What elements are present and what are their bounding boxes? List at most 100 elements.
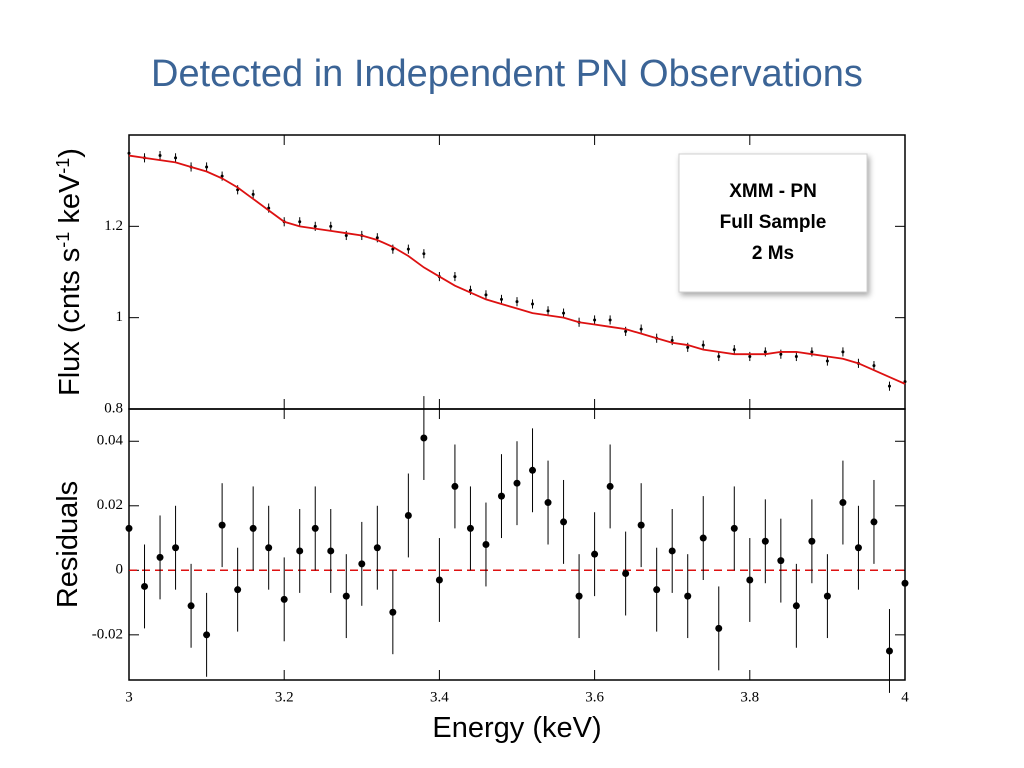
data-point [125, 524, 133, 532]
data-point [763, 350, 767, 354]
data-point [375, 236, 379, 240]
data-point [531, 302, 535, 306]
data-point [329, 224, 333, 228]
y-tick-label: 0.04 [97, 433, 124, 449]
data-point [823, 592, 831, 600]
data-point [653, 586, 661, 594]
data-point [701, 343, 705, 347]
y-axis-title-part: keV [54, 173, 86, 232]
data-point [296, 547, 304, 555]
x-tick-label: 4 [901, 689, 909, 705]
data-point [761, 537, 769, 545]
data-point [544, 499, 552, 507]
data-point [639, 327, 643, 331]
y-axis-title: Flux (cnts s-1 keV-1) [53, 148, 86, 396]
data-point [406, 247, 410, 251]
data-point [887, 384, 891, 388]
data-point [901, 579, 909, 587]
data-point [684, 592, 692, 600]
data-point [404, 511, 412, 519]
data-point [608, 318, 612, 322]
data-point [699, 534, 707, 542]
data-point [203, 631, 211, 639]
data-point [127, 151, 131, 155]
data-point [839, 499, 847, 507]
x-axis-title: Energy (keV) [432, 712, 601, 744]
data-point [422, 252, 426, 256]
x-tick-label: 3.4 [430, 689, 449, 705]
data-point [451, 482, 459, 490]
data-point [280, 595, 288, 603]
data-point [158, 154, 162, 158]
annotation: XMM - PN [729, 181, 817, 202]
data-point [808, 537, 816, 545]
data-point [205, 165, 209, 169]
data-point [391, 247, 395, 251]
data-point [622, 570, 630, 578]
slide-title: Detected in Independent PN Observations [151, 53, 863, 95]
data-point [187, 602, 195, 610]
x-tick-label: 3.8 [740, 689, 759, 705]
data-point [141, 582, 149, 590]
model-line [128, 154, 906, 385]
data-point [435, 576, 443, 584]
data-point [562, 311, 566, 315]
data-point [854, 544, 862, 552]
y-tick-label: -0.02 [92, 626, 123, 642]
annotation: Full Sample [720, 212, 827, 233]
data-point [420, 434, 428, 442]
data-point [606, 482, 614, 490]
data-point [779, 352, 783, 356]
data-point [546, 309, 550, 313]
data-point [730, 524, 738, 532]
data-point [794, 354, 798, 358]
data-point [251, 192, 255, 196]
data-point [234, 586, 242, 594]
data-point [327, 547, 335, 555]
data-point [732, 348, 736, 352]
data-point [792, 602, 800, 610]
data-point [453, 275, 457, 279]
data-point [313, 224, 317, 228]
data-point [903, 380, 907, 384]
data-point [298, 220, 302, 224]
data-point [825, 359, 829, 363]
data-point [668, 547, 676, 555]
data-point [560, 518, 568, 526]
annotation-box [678, 153, 868, 293]
data-point [358, 560, 366, 568]
data-point [499, 297, 503, 301]
data-point [717, 354, 721, 358]
data-point [265, 544, 273, 552]
data-point [515, 300, 519, 304]
y-tick-label: 1 [116, 309, 124, 325]
data-point [249, 524, 257, 532]
data-point [841, 350, 845, 354]
data-point [670, 339, 674, 342]
data-point [637, 521, 645, 529]
data-point [220, 174, 224, 178]
data-point [484, 293, 488, 297]
data-point [715, 624, 723, 632]
data-point [529, 466, 537, 474]
data-point [591, 550, 599, 558]
data-point [513, 479, 521, 487]
data-point [777, 557, 785, 565]
data-point [172, 544, 180, 552]
data-point [156, 553, 164, 561]
data-point [373, 544, 381, 552]
y-axis-title-part: ) [54, 148, 86, 158]
data-point [810, 350, 814, 354]
y-axis-title-part: Flux (cnts s [54, 248, 86, 396]
y-axis-title-part: -1 [53, 158, 73, 174]
data-point [686, 345, 690, 349]
data-point [870, 518, 878, 526]
data-point [748, 354, 752, 358]
data-point [575, 592, 583, 600]
y-tick-label: 0 [116, 562, 124, 578]
data-point [468, 288, 472, 292]
data-point [342, 592, 350, 600]
data-point [885, 647, 893, 655]
